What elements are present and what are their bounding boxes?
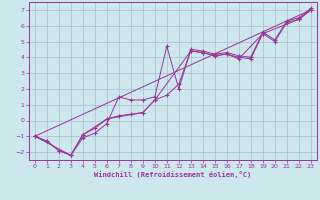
- X-axis label: Windchill (Refroidissement éolien,°C): Windchill (Refroidissement éolien,°C): [94, 171, 252, 178]
